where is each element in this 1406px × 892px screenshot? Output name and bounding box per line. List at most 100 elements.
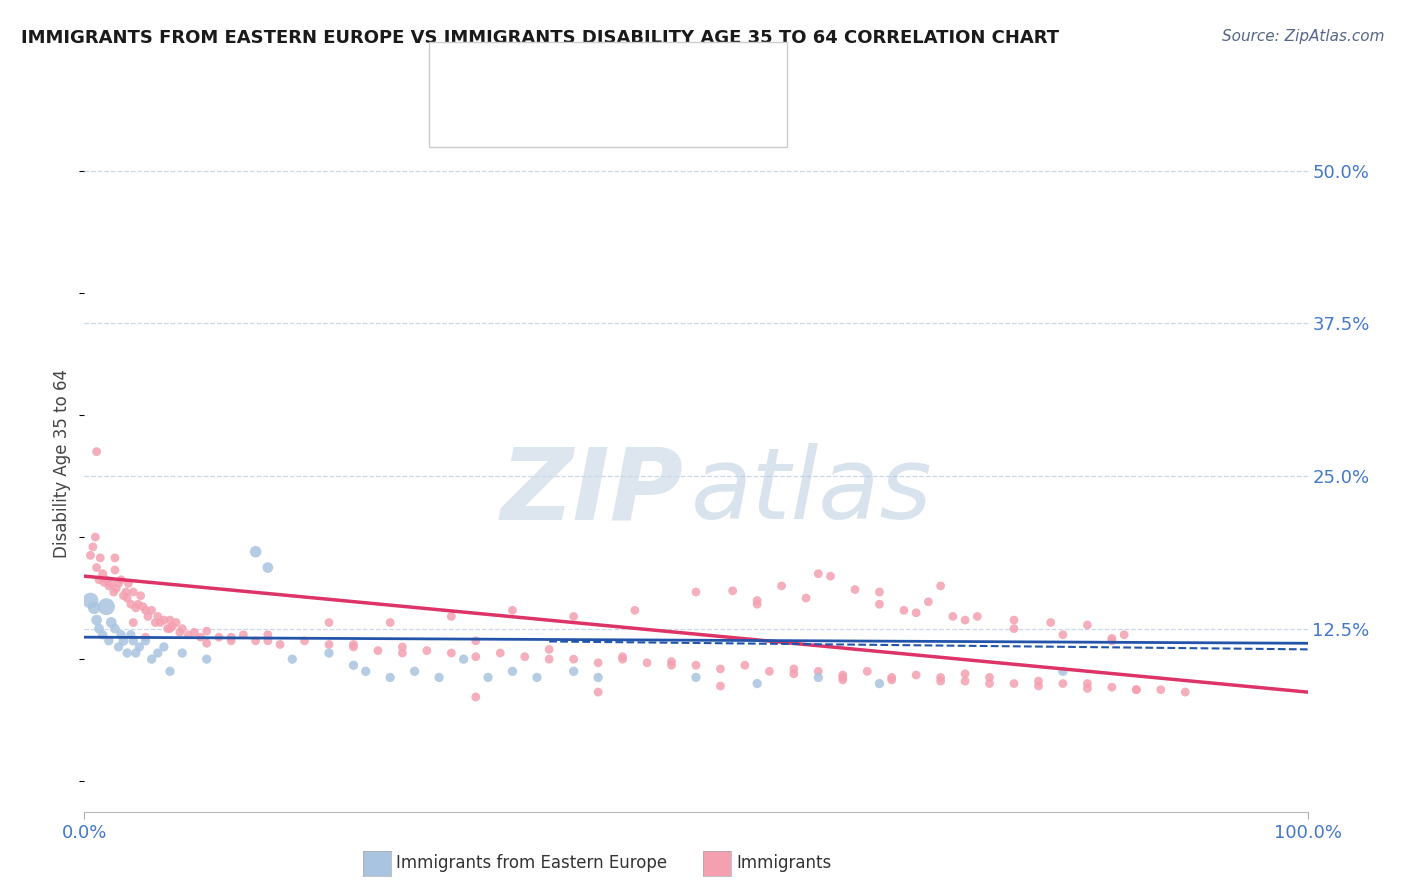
Point (127, 597, 149, 611)
Point (770, 579, 793, 593)
Point (79, 549, 101, 563)
Point (624, 603, 647, 617)
Point (195, 624, 218, 638)
Point (1101, 632, 1123, 646)
Point (153, 613, 176, 627)
Point (159, 613, 181, 627)
Point (1052, 628, 1074, 642)
Point (416, 643, 439, 657)
Point (831, 670, 853, 684)
Point (1076, 618, 1098, 632)
Point (146, 646, 169, 660)
Point (586, 670, 609, 684)
Point (129, 589, 152, 603)
Point (427, 670, 450, 684)
Point (135, 603, 157, 617)
Point (1002, 622, 1025, 636)
Point (758, 665, 780, 679)
Point (122, 585, 145, 599)
Point (318, 646, 340, 660)
Text: Immigrants from Eastern Europe: Immigrants from Eastern Europe (396, 855, 668, 872)
Point (794, 591, 817, 606)
Point (831, 668, 853, 682)
Point (1125, 682, 1147, 697)
Point (87, 573, 110, 587)
Point (136, 609, 159, 624)
Point (219, 633, 242, 648)
Point (440, 646, 463, 660)
Point (120, 628, 142, 642)
Point (165, 615, 187, 630)
Point (156, 622, 179, 636)
Point (107, 576, 129, 591)
Point (103, 585, 125, 599)
Point (1002, 676, 1025, 690)
Point (953, 674, 976, 689)
Point (502, 665, 524, 679)
Point (747, 676, 769, 690)
Point (122, 633, 145, 648)
Point (807, 566, 830, 581)
Point (110, 573, 132, 587)
Point (440, 609, 463, 624)
Point (149, 615, 172, 630)
Point (905, 606, 928, 620)
Point (709, 679, 731, 693)
Point (464, 690, 486, 704)
Text: ZIP: ZIP (501, 443, 683, 541)
Point (143, 615, 166, 630)
Point (105, 582, 128, 596)
Point (117, 576, 139, 591)
Text: R =  -0.347   N = 149: R = -0.347 N = 149 (482, 107, 710, 125)
Point (141, 652, 163, 666)
Point (232, 628, 254, 642)
Point (586, 656, 609, 670)
Point (104, 622, 127, 636)
Point (208, 630, 231, 644)
Point (880, 670, 903, 684)
Point (1002, 613, 1025, 627)
Point (869, 597, 891, 611)
Point (294, 633, 316, 648)
Point (685, 585, 707, 599)
Point (100, 576, 122, 591)
Point (562, 609, 585, 624)
Point (1114, 628, 1136, 642)
Point (1076, 676, 1098, 690)
Point (195, 636, 218, 650)
Point (1039, 615, 1062, 630)
Point (685, 670, 707, 684)
Point (159, 665, 181, 679)
Point (917, 595, 939, 609)
Text: Immigrants: Immigrants (737, 855, 832, 872)
Point (869, 676, 891, 690)
Point (979, 670, 1001, 684)
Point (110, 628, 132, 642)
Text: atlas: atlas (692, 443, 934, 541)
Point (135, 630, 157, 644)
Point (86, 560, 108, 574)
Point (380, 670, 402, 684)
Y-axis label: Disability Age 35 to 64: Disability Age 35 to 64 (53, 369, 72, 558)
Point (661, 658, 683, 673)
Point (747, 597, 769, 611)
Point (562, 652, 585, 666)
Text: IMMIGRANTS FROM EASTERN EUROPE VS IMMIGRANTS DISABILITY AGE 35 TO 64 CORRELATION: IMMIGRANTS FROM EASTERN EUROPE VS IMMIGR… (21, 29, 1059, 46)
Point (162, 619, 184, 633)
Point (89, 550, 111, 565)
Point (195, 652, 218, 666)
Point (1076, 681, 1098, 696)
Point (538, 652, 561, 666)
Point (125, 646, 148, 660)
Point (132, 599, 155, 614)
Point (880, 673, 903, 687)
Point (83, 600, 105, 615)
Point (489, 646, 512, 660)
Point (636, 656, 658, 670)
Point (190, 630, 212, 644)
Point (562, 665, 585, 679)
Point (269, 638, 291, 652)
Point (107, 640, 129, 654)
Point (169, 625, 191, 640)
Point (807, 670, 830, 684)
